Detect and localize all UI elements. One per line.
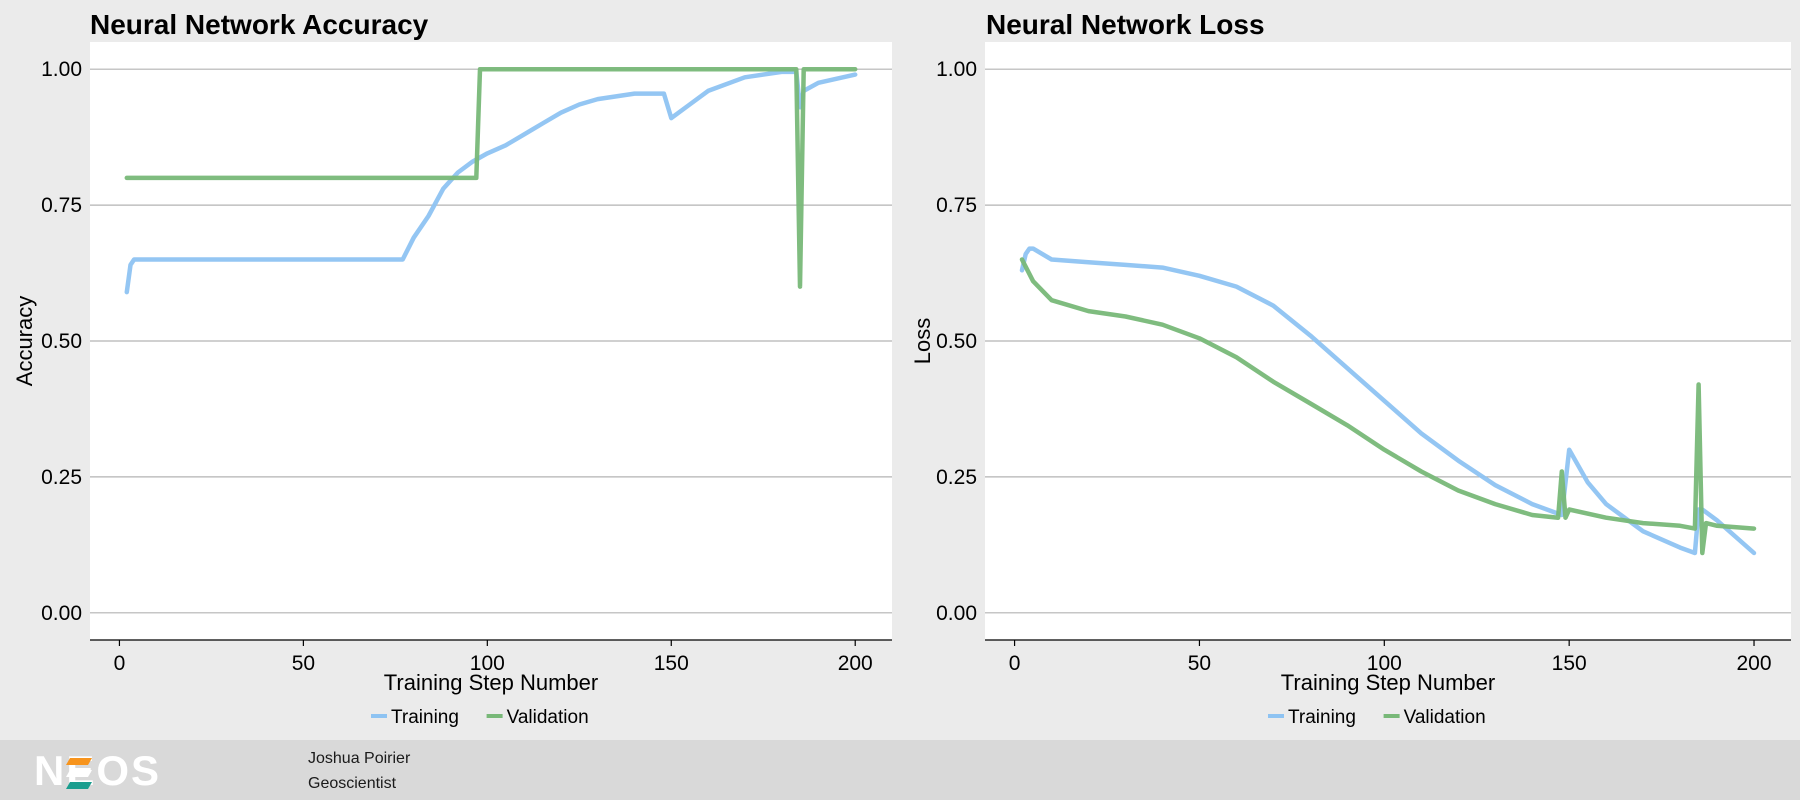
x-tick-label: 200 [1737,652,1772,675]
x-tick-label: 0 [114,652,126,675]
y-tick-label: 0.00 [41,602,82,625]
x-tick-label: 100 [470,652,505,675]
series-line-validation [1019,257,1757,556]
x-tick-label: 150 [1552,652,1587,675]
x-tick-label: 150 [654,652,689,675]
y-axis-label: Accuracy [12,296,37,386]
series-line-training [124,69,858,295]
y-tick-label: 0.25 [936,466,977,489]
chart-loss: Neural Network Loss 0.00 0.25 0.50 0.75 1.00 0… [910,9,1791,728]
chart-title: Neural Network Accuracy [90,9,429,40]
author-name: Joshua Poirier [308,750,411,767]
x-tick-label: 0 [1009,652,1021,675]
y-tick-label: 0.50 [41,330,82,353]
charts-area: Neural Network Accuracy 0.00 0.25 0.50 0.75 1… [12,9,1791,728]
footer-bar: NEOS Joshua Poirier Geoscientist [0,740,1800,800]
series-line-validation [124,66,858,289]
x-tick-label: 50 [292,652,315,675]
logo-text: NEOS [34,750,161,790]
chart-title: Neural Network Loss [986,9,1265,40]
y-tick-label: 0.50 [936,330,977,353]
author-title: Geoscientist [308,775,397,792]
x-axis-label: Training Step Number [384,670,598,695]
series-line-training [1019,246,1757,556]
chart-accuracy: Neural Network Accuracy 0.00 0.25 0.50 0.75 1… [12,9,892,728]
legend: Training Validation [1268,707,1486,728]
y-axis-label: Loss [910,318,935,364]
y-tick-label: 1.00 [41,58,82,81]
legend-label-training: Training [1288,707,1356,728]
charts-canvas: Neural Network Accuracy 0.00 0.25 0.50 0.75 1… [12,9,1791,728]
y-tick-label: 0.25 [41,466,82,489]
x-axis-label: Training Step Number [1281,670,1495,695]
x-tick-label: 50 [1188,652,1211,675]
y-tick-label: 0.75 [41,194,82,217]
y-tick-label: 1.00 [936,58,977,81]
legend: Training Validation [371,707,589,728]
legend-label-validation: Validation [507,707,589,728]
y-tick-label: 0.75 [936,194,977,217]
neos-logo: NEOS [34,750,161,790]
x-tick-label: 200 [838,652,873,675]
y-tick-label: 0.00 [936,602,977,625]
legend-label-validation: Validation [1404,707,1486,728]
legend-label-training: Training [391,707,459,728]
x-tick-label: 100 [1367,652,1402,675]
